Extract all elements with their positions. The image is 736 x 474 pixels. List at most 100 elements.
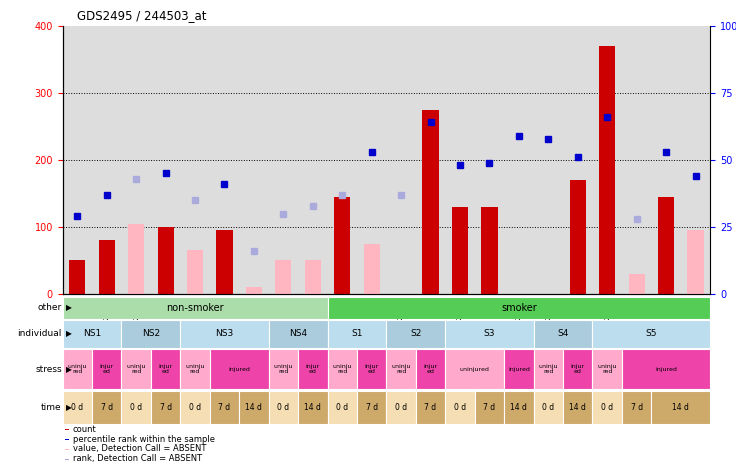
Text: injur
ed: injur ed <box>305 364 320 374</box>
Bar <box>305 260 321 294</box>
Bar <box>357 349 386 389</box>
Bar <box>364 244 380 294</box>
Bar <box>386 349 416 389</box>
Bar <box>128 224 144 294</box>
Text: injur
ed: injur ed <box>364 364 379 374</box>
Text: uninju
red: uninju red <box>539 364 558 374</box>
Bar <box>658 197 674 294</box>
Bar <box>269 319 328 348</box>
Bar <box>63 297 328 319</box>
Text: 0 d: 0 d <box>277 403 289 411</box>
Text: stress: stress <box>35 365 62 374</box>
Bar <box>246 287 262 294</box>
Text: 14 d: 14 d <box>305 403 321 411</box>
Text: 7 d: 7 d <box>484 403 495 411</box>
Bar <box>629 274 645 294</box>
Bar <box>65 459 69 460</box>
Text: uninju
red: uninju red <box>68 364 87 374</box>
Text: 7 d: 7 d <box>160 403 171 411</box>
Bar <box>481 207 498 294</box>
Bar <box>210 391 239 424</box>
Text: ▶: ▶ <box>66 365 71 374</box>
Text: S3: S3 <box>484 329 495 338</box>
Bar <box>563 391 592 424</box>
Text: NS3: NS3 <box>216 329 233 338</box>
Bar <box>386 391 416 424</box>
Text: 0 d: 0 d <box>601 403 613 411</box>
Bar <box>151 349 180 389</box>
Text: 7 d: 7 d <box>219 403 230 411</box>
Bar <box>445 391 475 424</box>
Text: S2: S2 <box>410 329 422 338</box>
Bar <box>599 46 615 294</box>
Bar <box>475 391 504 424</box>
Bar <box>92 349 121 389</box>
Bar <box>121 319 180 348</box>
Bar <box>328 319 386 348</box>
Bar <box>151 391 180 424</box>
Text: injur
ed: injur ed <box>158 364 173 374</box>
Text: 14 d: 14 d <box>246 403 262 411</box>
Bar <box>275 260 291 294</box>
Bar <box>386 319 445 348</box>
Bar <box>298 391 328 424</box>
Bar <box>239 391 269 424</box>
Text: ▶: ▶ <box>66 303 71 312</box>
Bar <box>416 349 445 389</box>
Bar <box>99 240 115 294</box>
Bar <box>65 449 69 450</box>
Text: 0 d: 0 d <box>189 403 201 411</box>
Text: 14 d: 14 d <box>570 403 586 411</box>
Bar <box>570 180 586 294</box>
Bar <box>69 260 85 294</box>
Bar <box>563 349 592 389</box>
Text: uninju
red: uninju red <box>274 364 293 374</box>
Text: 0 d: 0 d <box>395 403 407 411</box>
Bar <box>422 110 439 294</box>
Bar <box>187 250 203 294</box>
Text: injured: injured <box>508 367 530 372</box>
Text: 7 d: 7 d <box>366 403 378 411</box>
Bar <box>592 319 710 348</box>
Text: non-smoker: non-smoker <box>166 302 224 313</box>
Text: count: count <box>73 425 96 434</box>
Bar <box>216 230 233 294</box>
Text: injur
ed: injur ed <box>423 364 438 374</box>
Bar <box>180 319 269 348</box>
Text: 0 d: 0 d <box>542 403 554 411</box>
Text: injur
ed: injur ed <box>99 364 114 374</box>
Bar <box>63 319 121 348</box>
Bar <box>65 429 69 430</box>
Bar <box>180 391 210 424</box>
Text: percentile rank within the sample: percentile rank within the sample <box>73 435 214 444</box>
Bar <box>445 349 504 389</box>
Text: uninju
red: uninju red <box>598 364 617 374</box>
Bar <box>504 349 534 389</box>
Bar <box>592 349 622 389</box>
Bar <box>534 391 563 424</box>
Text: injur
ed: injur ed <box>570 364 585 374</box>
Bar <box>269 349 298 389</box>
Text: S5: S5 <box>645 329 657 338</box>
Bar <box>622 391 651 424</box>
Text: 7 d: 7 d <box>425 403 436 411</box>
Text: 0 d: 0 d <box>336 403 348 411</box>
Text: 7 d: 7 d <box>631 403 643 411</box>
Text: 0 d: 0 d <box>71 403 83 411</box>
Bar <box>158 227 174 294</box>
Bar <box>357 391 386 424</box>
Text: 14 d: 14 d <box>673 403 689 411</box>
Bar <box>121 391 151 424</box>
Text: injured: injured <box>655 367 677 372</box>
Text: 0 d: 0 d <box>454 403 466 411</box>
Bar <box>63 391 92 424</box>
Text: GDS2495 / 244503_at: GDS2495 / 244503_at <box>77 9 207 22</box>
Bar <box>416 391 445 424</box>
Bar <box>687 230 704 294</box>
Bar <box>334 197 350 294</box>
Text: uninju
red: uninju red <box>127 364 146 374</box>
Bar <box>504 391 534 424</box>
Text: uninju
red: uninju red <box>333 364 352 374</box>
Bar <box>210 349 269 389</box>
Text: 14 d: 14 d <box>511 403 527 411</box>
